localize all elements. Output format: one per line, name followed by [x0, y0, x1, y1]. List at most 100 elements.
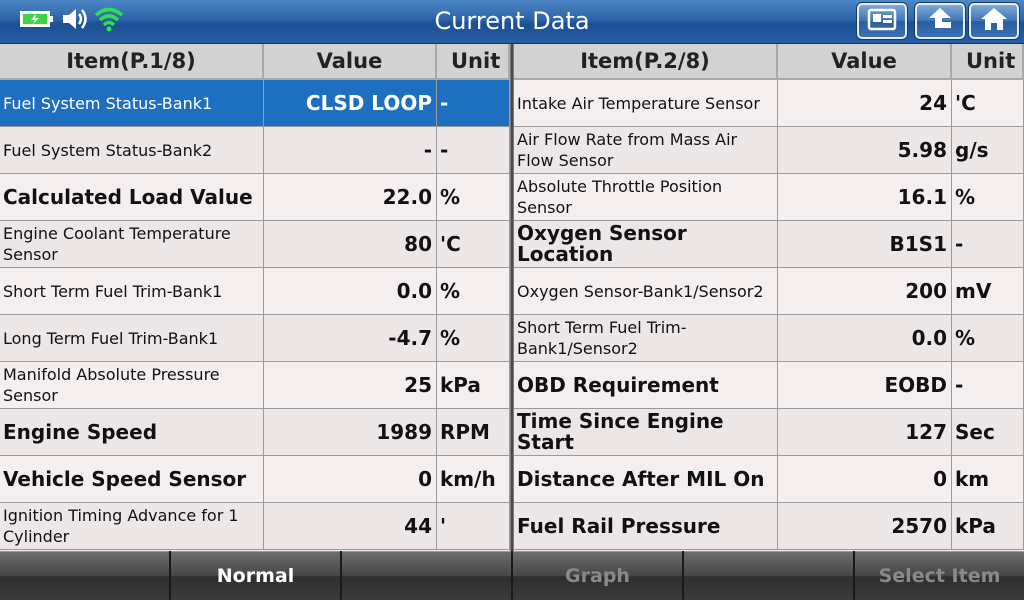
item-unit: mV [952, 268, 1024, 314]
item-value: 44 [264, 503, 437, 549]
toolbar-button-3[interactable] [342, 551, 511, 600]
table-row[interactable]: Absolute Throttle Position Sensor 16.1 % [514, 174, 1024, 221]
item-unit: kPa [437, 362, 510, 408]
item-unit: km [952, 456, 1024, 502]
item-unit: 'C [437, 221, 510, 267]
item-value: 0.0 [778, 315, 952, 361]
item-value: 0.0 [264, 268, 437, 314]
table-row[interactable]: Air Flow Rate from Mass Air Flow Sensor … [514, 127, 1024, 174]
screenshot-button[interactable] [857, 3, 907, 39]
item-value: 5.98 [778, 127, 952, 173]
item-value: -4.7 [264, 315, 437, 361]
data-table-page-2: Item(P.2/8) Value Unit Intake Air Temper… [514, 44, 1024, 551]
column-header-value: Value [264, 44, 437, 80]
item-unit: 'C [952, 80, 1024, 126]
column-header-item: Item(P.2/8) [514, 44, 778, 80]
item-value: 1989 [264, 409, 437, 455]
item-name: Air Flow Rate from Mass Air Flow Sensor [514, 127, 778, 173]
table-row[interactable]: Vehicle Speed Sensor 0 km/h [0, 456, 510, 503]
item-name: Oxygen Sensor Location [514, 221, 778, 267]
home-icon [979, 6, 1009, 36]
table-row[interactable]: Fuel System Status-Bank1 CLSD LOOP - [0, 80, 510, 127]
table-row[interactable]: Short Term Fuel Trim-Bank1/Sensor2 0.0 % [514, 315, 1024, 362]
item-name: Fuel System Status-Bank1 [0, 80, 264, 126]
table-row[interactable]: Oxygen Sensor-Bank1/Sensor2 200 mV [514, 268, 1024, 315]
item-value: 25 [264, 362, 437, 408]
table-row[interactable]: Manifold Absolute Pressure Sensor 25 kPa [0, 362, 510, 409]
item-value: 80 [264, 221, 437, 267]
item-unit: - [437, 127, 510, 173]
item-unit: % [437, 315, 510, 361]
column-header-unit: Unit [437, 44, 510, 80]
item-value: 24 [778, 80, 952, 126]
item-unit: Sec [952, 409, 1024, 455]
table-row[interactable]: Engine Coolant Temperature Sensor 80 'C [0, 221, 510, 268]
page-title: Current Data [434, 7, 590, 35]
table-row[interactable]: Short Term Fuel Trim-Bank1 0.0 % [0, 268, 510, 315]
table-row[interactable]: Distance After MIL On 0 km [514, 456, 1024, 503]
table-row[interactable]: OBD Requirement EOBD - [514, 362, 1024, 409]
table-row[interactable]: Fuel System Status-Bank2 - - [0, 127, 510, 174]
item-value: EOBD [778, 362, 952, 408]
table-row[interactable]: Intake Air Temperature Sensor 24 'C [514, 80, 1024, 127]
speaker-icon [60, 4, 90, 38]
table-row[interactable]: Engine Speed 1989 RPM [0, 409, 510, 456]
item-name: Ignition Timing Advance for 1 Cylinder [0, 503, 264, 549]
column-header-unit: Unit [952, 44, 1024, 80]
item-name: Fuel Rail Pressure [514, 503, 778, 549]
table-row[interactable]: Calculated Load Value 22.0 % [0, 174, 510, 221]
item-name: Oxygen Sensor-Bank1/Sensor2 [514, 268, 778, 314]
toolbar-button-1[interactable] [0, 551, 169, 600]
item-unit: % [952, 174, 1024, 220]
item-unit: km/h [437, 456, 510, 502]
panel-divider [510, 44, 514, 551]
table-header: Item(P.2/8) Value Unit [514, 44, 1024, 80]
table-row[interactable]: Fuel Rail Pressure 2570 kPa [514, 503, 1024, 550]
column-header-item: Item(P.1/8) [0, 44, 264, 80]
item-value: 2570 [778, 503, 952, 549]
item-unit: % [437, 174, 510, 220]
item-value: 200 [778, 268, 952, 314]
graph-button[interactable]: Graph [513, 551, 682, 600]
item-unit: RPM [437, 409, 510, 455]
item-name: Vehicle Speed Sensor [0, 456, 264, 502]
title-bar: Current Data [0, 0, 1024, 44]
toolbar-button-5[interactable] [684, 551, 853, 600]
item-unit: - [952, 221, 1024, 267]
item-name: Engine Speed [0, 409, 264, 455]
item-name: Long Term Fuel Trim-Bank1 [0, 315, 264, 361]
item-name: Intake Air Temperature Sensor [514, 80, 778, 126]
item-name: Time Since Engine Start [514, 409, 778, 455]
item-name: Short Term Fuel Trim-Bank1/Sensor2 [514, 315, 778, 361]
item-value: CLSD LOOP [264, 80, 437, 126]
item-name: Calculated Load Value [0, 174, 264, 220]
item-value: 22.0 [264, 174, 437, 220]
item-name: Manifold Absolute Pressure Sensor [0, 362, 264, 408]
item-unit: g/s [952, 127, 1024, 173]
table-row[interactable]: Oxygen Sensor Location B1S1 - [514, 221, 1024, 268]
table-row[interactable]: Ignition Timing Advance for 1 Cylinder 4… [0, 503, 510, 550]
item-unit: % [952, 315, 1024, 361]
back-button[interactable] [915, 3, 965, 39]
normal-button[interactable]: Normal [171, 551, 340, 600]
item-name: OBD Requirement [514, 362, 778, 408]
item-value: 0 [264, 456, 437, 502]
bottom-toolbar: Normal Graph Select Item [0, 551, 1024, 600]
item-unit: - [437, 80, 510, 126]
item-value: 16.1 [778, 174, 952, 220]
status-icons [20, 6, 124, 36]
select-item-button[interactable]: Select Item [855, 551, 1024, 600]
item-value: 0 [778, 456, 952, 502]
home-button[interactable] [969, 3, 1019, 39]
item-value: 127 [778, 409, 952, 455]
screenshot-icon [867, 6, 897, 36]
item-unit: ' [437, 503, 510, 549]
back-icon [925, 6, 955, 36]
table-row[interactable]: Time Since Engine Start 127 Sec [514, 409, 1024, 456]
table-header: Item(P.1/8) Value Unit [0, 44, 510, 80]
item-name: Absolute Throttle Position Sensor [514, 174, 778, 220]
item-name: Engine Coolant Temperature Sensor [0, 221, 264, 267]
table-row[interactable]: Long Term Fuel Trim-Bank1 -4.7 % [0, 315, 510, 362]
item-unit: % [437, 268, 510, 314]
data-table-page-1: Item(P.1/8) Value Unit Fuel System Statu… [0, 44, 510, 551]
